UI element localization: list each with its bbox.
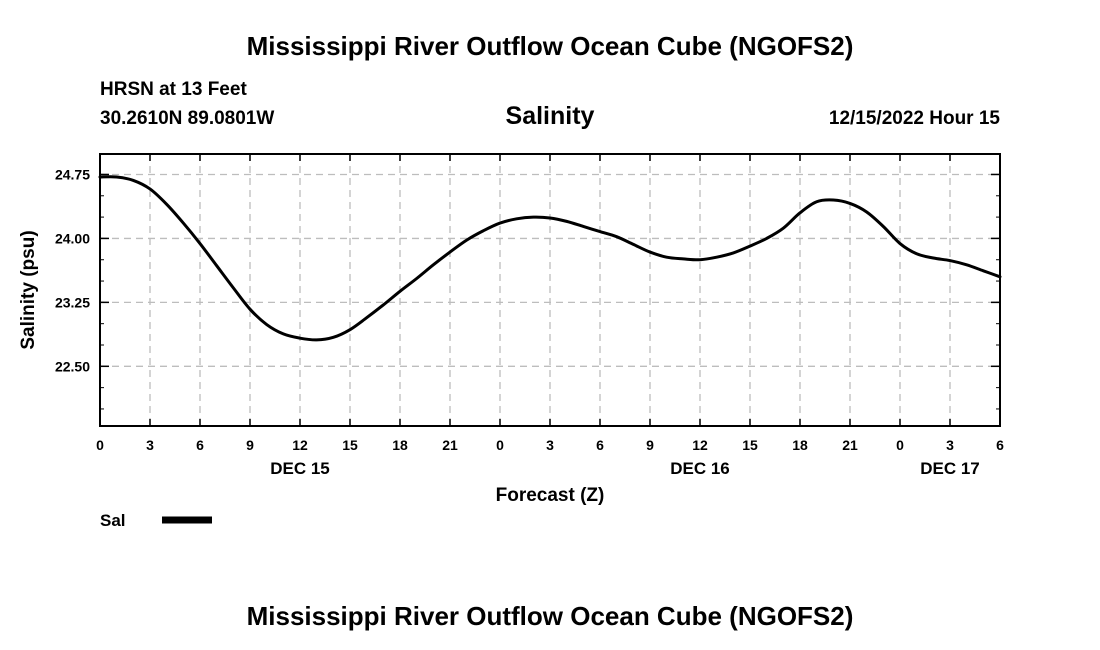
y-axis-label: Salinity (psu) bbox=[18, 230, 39, 349]
x-tick-label: 6 bbox=[996, 437, 1004, 453]
x-tick-label: 21 bbox=[842, 437, 858, 453]
x-tick-label: 3 bbox=[546, 437, 554, 453]
x-tick-label: 18 bbox=[392, 437, 408, 453]
x-tick-label: 9 bbox=[646, 437, 654, 453]
y-tick-label: 22.50 bbox=[55, 358, 90, 374]
x-tick-label: 21 bbox=[442, 437, 458, 453]
x-tick-label: 0 bbox=[496, 437, 504, 453]
x-tick-label: 18 bbox=[792, 437, 808, 453]
x-tick-label: 12 bbox=[292, 437, 308, 453]
x-tick-label: 6 bbox=[596, 437, 604, 453]
station-coords: 30.2610N 89.0801W bbox=[100, 108, 274, 129]
legend: Sal bbox=[100, 511, 212, 530]
y-tick-label: 23.25 bbox=[55, 294, 90, 310]
series-line-sal bbox=[98, 175, 1002, 342]
x-day-label: DEC 15 bbox=[270, 459, 330, 478]
station-label: HRSN at 13 Feet bbox=[100, 79, 247, 100]
x-tick-label: 3 bbox=[946, 437, 954, 453]
parameter-title: Salinity bbox=[506, 102, 595, 130]
x-tick-label: 15 bbox=[742, 437, 758, 453]
grid-lines bbox=[100, 154, 1000, 426]
x-day-label: DEC 17 bbox=[920, 459, 980, 478]
y-axis: 22.50 23.25 24.00 24.75 bbox=[55, 166, 1000, 374]
x-axis: 0 3 6 9 12 15 18 21 0 3 6 9 12 15 18 21 0 3 6 DEC 15 DEC 16 D… bbox=[96, 154, 1004, 478]
x-axis-label: Forecast (Z) bbox=[496, 485, 605, 506]
legend-label-sal: Sal bbox=[100, 511, 126, 530]
forecast-timestamp: 12/15/2022 Hour 15 bbox=[829, 108, 1001, 129]
footer-title: Mississippi River Outflow Ocean Cube (NG… bbox=[247, 601, 854, 631]
x-tick-label: 0 bbox=[896, 437, 904, 453]
x-tick-label: 15 bbox=[342, 437, 358, 453]
y-tick-label: 24.00 bbox=[55, 230, 90, 246]
x-day-label: DEC 16 bbox=[670, 459, 730, 478]
x-tick-label: 3 bbox=[146, 437, 154, 453]
x-tick-label: 6 bbox=[196, 437, 204, 453]
x-tick-label: 12 bbox=[692, 437, 708, 453]
x-tick-label: 9 bbox=[246, 437, 254, 453]
plot-frame bbox=[99, 153, 1001, 427]
y-tick-label: 24.75 bbox=[55, 166, 90, 182]
x-tick-label: 0 bbox=[96, 437, 104, 453]
chart-title: Mississippi River Outflow Ocean Cube (NG… bbox=[247, 31, 854, 61]
